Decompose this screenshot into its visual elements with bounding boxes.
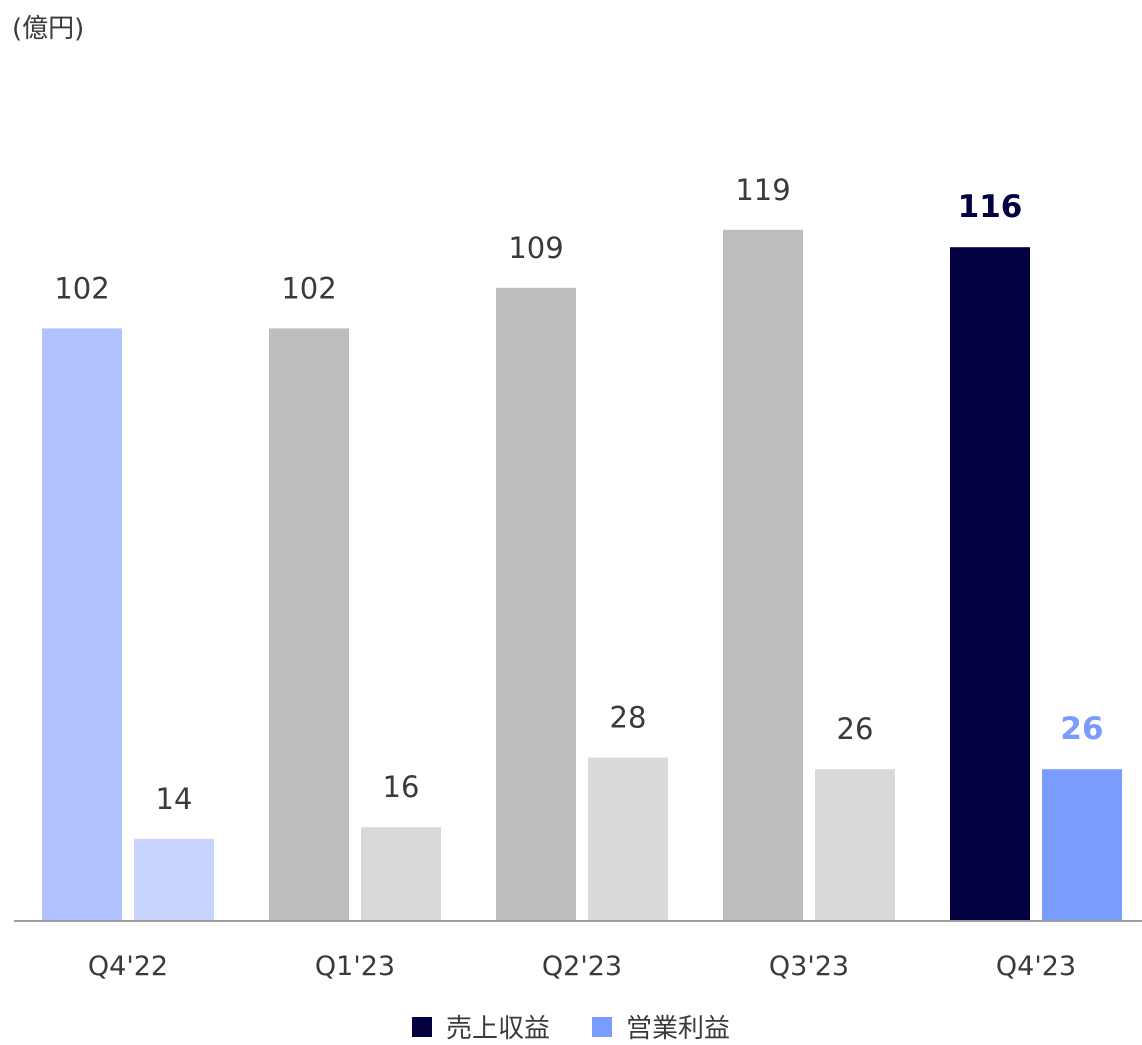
legend: 売上収益 営業利益 <box>0 1008 1142 1045</box>
data-label-operating-profit-0: 14 <box>156 782 193 816</box>
bar-operating-profit-4 <box>1042 769 1122 920</box>
data-label-revenue-3: 119 <box>735 173 790 207</box>
x-tick-label-4: Q4'23 <box>996 951 1076 982</box>
data-label-operating-profit-2: 28 <box>610 701 647 735</box>
bar-operating-profit-1 <box>361 827 441 920</box>
bar-operating-profit-2 <box>588 757 668 920</box>
x-tick-label-2: Q2'23 <box>542 951 622 982</box>
x-tick-label-0: Q4'22 <box>88 951 168 982</box>
x-tick-label-3: Q3'23 <box>769 951 849 982</box>
legend-swatch-operating-profit <box>592 1016 612 1037</box>
data-label-operating-profit-1: 16 <box>383 770 420 804</box>
legend-item-revenue: 売上収益 <box>411 1008 550 1045</box>
unit-label: (億円) <box>12 14 85 44</box>
data-label-revenue-1: 102 <box>281 271 336 305</box>
legend-swatch-revenue <box>411 1016 432 1037</box>
bar-operating-profit-3 <box>815 769 895 920</box>
bar-revenue-3 <box>723 229 803 921</box>
bar-revenue-0 <box>42 328 122 920</box>
data-label-revenue-0: 102 <box>54 271 109 305</box>
bar-operating-profit-0 <box>134 838 214 920</box>
bar-revenue-4 <box>950 247 1030 920</box>
x-tick-label-1: Q1'23 <box>315 951 395 982</box>
data-label-revenue-2: 109 <box>508 231 563 265</box>
bar-revenue-2 <box>496 287 576 920</box>
legend-label-operating-profit: 営業利益 <box>626 1014 731 1044</box>
data-label-operating-profit-4: 26 <box>1060 711 1103 747</box>
legend-label-revenue: 売上収益 <box>445 1014 550 1044</box>
data-label-operating-profit-3: 26 <box>837 712 874 746</box>
legend-item-operating-profit: 営業利益 <box>592 1008 730 1045</box>
data-label-revenue-4: 116 <box>958 189 1023 225</box>
bar-revenue-1 <box>269 328 349 920</box>
